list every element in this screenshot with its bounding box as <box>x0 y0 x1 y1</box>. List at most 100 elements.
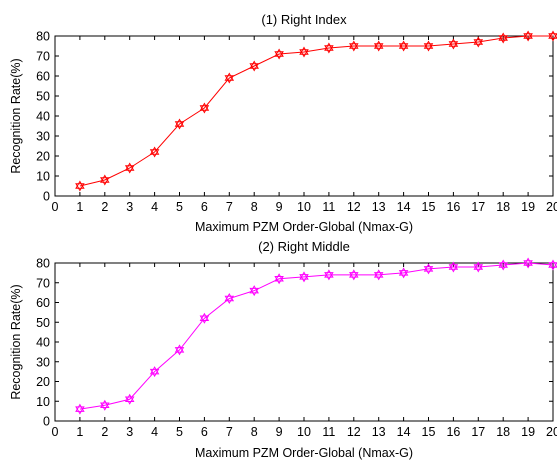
x-tick-label: 17 <box>471 200 485 214</box>
data-point <box>473 36 484 48</box>
y-tick-label: 0 <box>43 190 50 204</box>
data-point <box>274 48 284 60</box>
y-tick-label: 0 <box>43 415 50 429</box>
data-point <box>174 344 185 356</box>
series-line <box>79 35 553 187</box>
data-point <box>473 261 484 273</box>
chart-title: (1) Right Index <box>261 12 347 27</box>
data-point <box>124 162 135 174</box>
y-tick-label: 10 <box>36 170 50 184</box>
y-tick-label: 20 <box>36 375 50 389</box>
x-tick-label: 2 <box>101 200 108 214</box>
x-tick-label: 18 <box>496 425 510 439</box>
x-tick-label: 6 <box>201 425 208 439</box>
x-tick-label: 8 <box>251 425 258 439</box>
x-tick-label: 9 <box>276 200 283 214</box>
data-point <box>498 32 508 44</box>
x-tick-label: 1 <box>76 200 83 214</box>
data-point <box>299 271 309 283</box>
x-tick-label: 19 <box>521 200 535 214</box>
x-tick-label: 7 <box>226 425 233 439</box>
data-point <box>548 259 557 271</box>
data-point <box>299 46 309 58</box>
y-axis-label: Recognition Rate(%) <box>9 284 23 399</box>
data-point <box>523 30 533 42</box>
data-point <box>199 102 210 114</box>
x-tick-label: 15 <box>422 425 436 439</box>
x-tick-label: 1 <box>76 425 83 439</box>
data-point <box>448 261 459 273</box>
x-tick-label: 9 <box>276 425 283 439</box>
x-axis-label: Maximum PZM Order-Global (Nmax-G) <box>195 446 413 460</box>
x-tick-label: 7 <box>226 200 233 214</box>
data-point <box>124 393 135 405</box>
y-tick-label: 70 <box>36 276 50 290</box>
x-tick-label: 16 <box>446 200 460 214</box>
series-line <box>79 262 554 410</box>
y-tick-label: 60 <box>36 70 50 84</box>
data-point <box>373 40 384 52</box>
data-point <box>523 257 533 269</box>
chart-title: (2) Right Middle <box>258 239 350 254</box>
data-point <box>398 40 409 52</box>
x-tick-label: 6 <box>201 200 208 214</box>
x-tick-label: 3 <box>126 200 133 214</box>
data-point <box>324 269 334 281</box>
data-point <box>249 285 259 297</box>
x-tick-label: 13 <box>372 200 386 214</box>
x-tick-label: 2 <box>101 425 108 439</box>
y-tick-label: 30 <box>36 355 50 369</box>
y-tick-label: 10 <box>36 395 50 409</box>
y-tick-label: 40 <box>36 336 50 350</box>
y-tick-label: 40 <box>36 110 50 124</box>
x-tick-label: 4 <box>151 425 158 439</box>
x-tick-label: 20 <box>546 425 557 439</box>
x-tick-label: 20 <box>546 200 557 214</box>
data-point <box>174 118 185 130</box>
data-point <box>373 269 384 281</box>
y-axis-label: Recognition Rate(%) <box>9 58 23 173</box>
x-tick-label: 5 <box>176 425 183 439</box>
data-point <box>349 40 359 52</box>
y-tick-label: 60 <box>36 296 50 310</box>
data-point <box>100 174 110 186</box>
x-tick-label: 11 <box>322 200 335 214</box>
data-point <box>75 180 85 192</box>
data-point <box>448 38 459 50</box>
x-tick-label: 10 <box>297 200 311 214</box>
x-axis-label: Maximum PZM Order-Global (Nmax-G) <box>195 220 413 234</box>
data-point <box>224 293 235 305</box>
data-point <box>100 399 110 411</box>
data-point <box>324 42 334 54</box>
y-tick-label: 80 <box>36 257 50 271</box>
x-tick-label: 3 <box>126 425 133 439</box>
x-tick-label: 0 <box>52 200 59 214</box>
data-point <box>349 269 359 281</box>
x-tick-label: 8 <box>251 200 258 214</box>
y-tick-label: 30 <box>36 130 50 144</box>
y-tick-label: 50 <box>36 90 50 104</box>
x-tick-label: 4 <box>151 200 158 214</box>
y-tick-label: 50 <box>36 316 50 330</box>
x-tick-label: 10 <box>297 425 311 439</box>
data-point <box>548 30 557 42</box>
x-tick-label: 11 <box>322 425 335 439</box>
data-point <box>423 263 434 275</box>
data-point <box>149 146 160 158</box>
data-point <box>423 40 434 52</box>
data-point <box>224 72 235 84</box>
data-point <box>75 403 85 415</box>
x-tick-label: 0 <box>52 425 59 439</box>
x-tick-label: 12 <box>347 200 361 214</box>
x-tick-label: 16 <box>446 425 460 439</box>
data-point <box>498 259 508 271</box>
x-tick-label: 19 <box>521 425 535 439</box>
y-tick-label: 20 <box>36 150 50 164</box>
data-point <box>199 312 210 324</box>
data-point <box>149 366 160 378</box>
x-tick-label: 12 <box>347 425 361 439</box>
data-point <box>249 60 259 72</box>
x-tick-label: 14 <box>397 200 411 214</box>
